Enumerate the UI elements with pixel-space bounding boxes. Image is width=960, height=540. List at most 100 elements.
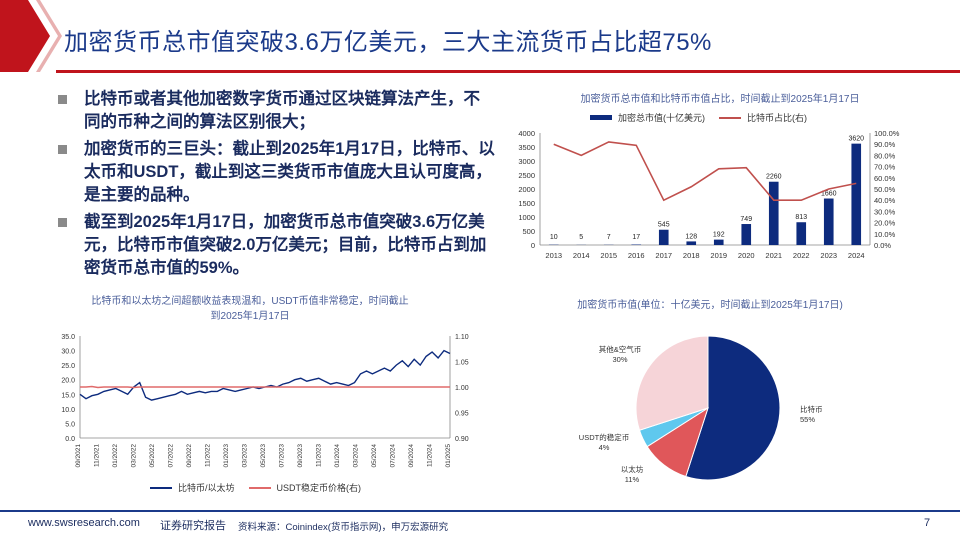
pie-slice-label: 以太坊 11% [621, 464, 644, 484]
x-tick-label: 2013 [545, 251, 562, 260]
x-tick-label: 09/2022 [186, 444, 193, 468]
bar-data-label: 545 [658, 222, 670, 229]
y-left-tick-label: 35.0 [61, 334, 75, 341]
white-chevron [28, 0, 58, 72]
square-bullet-icon [58, 218, 67, 227]
pie-label-name: 其他&空气币 [599, 344, 642, 354]
x-tick-label: 07/2024 [390, 444, 397, 468]
y-left-tick-label: 0 [531, 241, 535, 250]
y-right-tick-label: 50.0% [874, 185, 896, 194]
x-tick-label: 2020 [738, 251, 755, 260]
x-tick-label: 2019 [710, 251, 727, 260]
y-left-tick-label: 1000 [518, 213, 535, 222]
x-tick-label: 09/2023 [297, 444, 304, 468]
bullet-item: 比特币或者其他加密数字货币通过区块链算法产生，不同的币种之间的算法区别很大； [56, 88, 496, 134]
x-tick-label: 2018 [683, 251, 700, 260]
bullet-text: 比特币或者其他加密数字货币通过区块链算法产生，不同的币种之间的算法区别很大； [84, 90, 480, 131]
pie-slice-label: 其他&空气币 30% [599, 344, 642, 364]
y-left-tick-label: 15.0 [61, 392, 75, 399]
bar-chart-title: 加密货币总市值和比特币市值占比，时间截止到2025年1月17日 [580, 94, 860, 105]
bar [768, 181, 779, 245]
y-right-tick-label: 30.0% [874, 207, 896, 216]
bullet-text: 截至到2025年1月17日，加密货币总市值突破3.6万亿美元，比特币市值突破2.… [84, 213, 487, 277]
pie-label-percent: 55% [800, 415, 815, 424]
y-left-tick-label: 2000 [518, 185, 535, 194]
page-title: 加密货币总市值突破3.6万亿美元，三大主流货币占比超75% [64, 29, 712, 56]
y-right-tick-label: 0.90 [455, 436, 469, 443]
x-tick-label: 11/2024 [427, 444, 434, 467]
x-tick-label: 11/2022 [205, 444, 212, 467]
header-banner: 加密货币总市值突破3.6万亿美元，三大主流货币占比超75% [0, 0, 960, 78]
bar-data-label: 10 [550, 234, 558, 241]
y-right-tick-label: 1.00 [455, 385, 469, 392]
bar-data-label: 5 [579, 234, 583, 241]
bar [851, 143, 862, 245]
bar [658, 229, 669, 245]
x-tick-label: 03/2024 [353, 444, 360, 468]
x-tick-label: 07/2023 [279, 444, 286, 468]
btc-eth-ratio-line [79, 349, 451, 401]
bar-data-label: 1660 [821, 191, 837, 198]
x-tick-label: 07/2022 [168, 444, 175, 468]
bullet-item: 截至到2025年1月17日，加密货币总市值突破3.6万亿美元，比特币市值突破2.… [56, 211, 496, 280]
x-tick-label: 03/2023 [242, 444, 249, 468]
y-left-tick-label: 2500 [518, 171, 535, 180]
footer-site-link[interactable]: www.swsresearch.com [28, 517, 140, 529]
x-tick-label: 05/2023 [260, 444, 267, 468]
line-chart-title: 比特币和以太坊之间超额收益表现温和，USDT币值非常稳定，时间截止到2025年1… [91, 296, 409, 322]
y-left-tick-label: 30.0 [61, 349, 75, 356]
y-right-tick-label: 1.10 [455, 334, 469, 341]
pie-label-name: USDT的稳定币 [579, 432, 629, 442]
bar-data-label: 7 [607, 234, 611, 241]
legend-btc-label: 比特币/以太坊 [178, 483, 235, 493]
pie-slice [685, 335, 781, 481]
y-right-tick-label: 70.0% [874, 163, 896, 172]
pie-label-percent: 11% [625, 475, 640, 484]
pie-label-percent: 4% [599, 443, 610, 452]
x-tick-label: 05/2022 [149, 444, 156, 468]
y-left-tick-label: 500 [522, 227, 535, 236]
x-tick-label: 2024 [848, 251, 865, 260]
pie-label-name: 以太坊 [621, 464, 644, 474]
bar-line-chart: 0 500 1000 1500 2000 2500 3000 3500 4000 0.0% 10.0… [518, 129, 900, 260]
bar [823, 198, 834, 245]
y-left-tick-label: 25.0 [61, 363, 75, 370]
bar [686, 241, 697, 245]
bar-data-label: 3620 [848, 136, 864, 143]
bar-data-label: 17 [632, 234, 640, 241]
legend-line-label: 比特币占比(右) [747, 113, 807, 123]
y-left-tick-label: 20.0 [61, 378, 75, 385]
y-right-tick-label: 100.0% [874, 129, 900, 138]
x-tick-label: 01/2023 [223, 444, 230, 468]
x-tick-label: 11/2021 [94, 444, 101, 467]
y-left-tick-label: 0.0 [65, 436, 75, 443]
y-right-tick-label: 1.05 [455, 360, 469, 367]
bar-data-label: 128 [685, 233, 697, 240]
x-tick-label: 09/2021 [75, 444, 82, 468]
y-left-tick-label: 3500 [518, 143, 535, 152]
page-number: 7 [924, 517, 931, 529]
x-tick-label: 2021 [765, 251, 782, 260]
footer-report-label: 证券研究报告 [160, 520, 226, 532]
x-tick-label: 03/2022 [131, 444, 138, 468]
y-left-tick-label: 1500 [518, 199, 535, 208]
x-tick-label: 11/2023 [316, 444, 323, 467]
pie-label-percent: 30% [612, 355, 627, 364]
x-tick-label: 09/2024 [408, 444, 415, 468]
pie-slice-label: 比特币 55% [800, 404, 823, 424]
bar [796, 222, 807, 245]
bullet-item: 加密货币的三巨头：截止到2025年1月17日，比特币、以太币和USDT，截止到这… [56, 138, 496, 207]
y-right-tick-label: 60.0% [874, 174, 896, 183]
bar [741, 224, 752, 245]
x-tick-label: 2017 [655, 251, 672, 260]
y-right-tick-label: 80.0% [874, 151, 896, 160]
x-tick-label: 01/2022 [112, 444, 119, 468]
bullet-text: 加密货币的三巨头：截止到2025年1月17日，比特币、以太币和USDT，截止到这… [84, 140, 495, 204]
legend-bar-label: 加密总市值(十亿美元) [618, 113, 705, 123]
pie-slice-label: USDT的稳定币 4% [579, 432, 629, 452]
x-tick-label: 01/2024 [334, 444, 341, 468]
bar-data-label: 2260 [766, 174, 782, 181]
bar-data-label: 813 [795, 214, 807, 221]
legend-bar-swatch [590, 115, 612, 120]
x-tick-label: 05/2024 [371, 444, 378, 468]
